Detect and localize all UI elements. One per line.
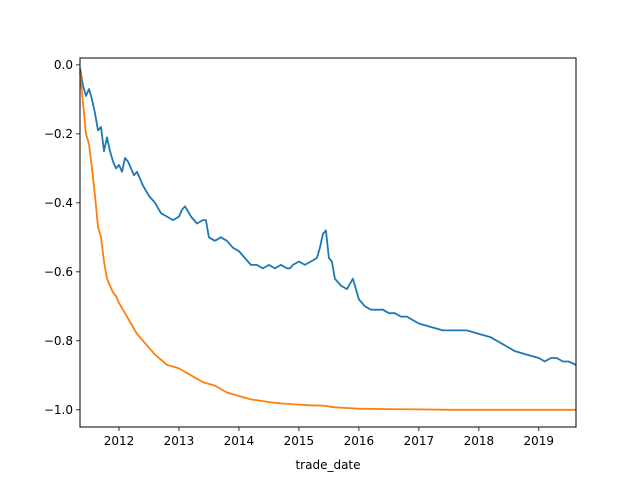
series-layer (79, 68, 577, 411)
x-axis-title: trade_date (295, 458, 360, 472)
y-tick-label: −1.0 (44, 403, 73, 417)
x-tick-label: 2015 (284, 434, 315, 448)
x-tick-label: 2019 (524, 434, 555, 448)
y-tick-label: 0.0 (54, 58, 73, 72)
plot-area-frame (79, 57, 577, 428)
y-axis: 0.0 −0.2 −0.4 −0.6 −0.8 −1.0 (44, 58, 80, 417)
y-tick-label: −0.2 (44, 127, 73, 141)
x-tick-label: 2018 (464, 434, 495, 448)
x-axis: 2012 2013 2014 2015 2016 2017 2018 2019 (104, 427, 554, 448)
x-tick-label: 2014 (224, 434, 255, 448)
y-tick-label: −0.4 (44, 196, 73, 210)
x-tick-label: 2012 (104, 434, 135, 448)
x-tick-label: 2013 (164, 434, 195, 448)
y-tick-label: −0.6 (44, 265, 73, 279)
x-tick-label: 2017 (404, 434, 435, 448)
y-tick-label: −0.8 (44, 334, 73, 348)
series-line-2 (79, 71, 576, 411)
series-line-1 (79, 68, 577, 366)
x-tick-label: 2016 (344, 434, 375, 448)
